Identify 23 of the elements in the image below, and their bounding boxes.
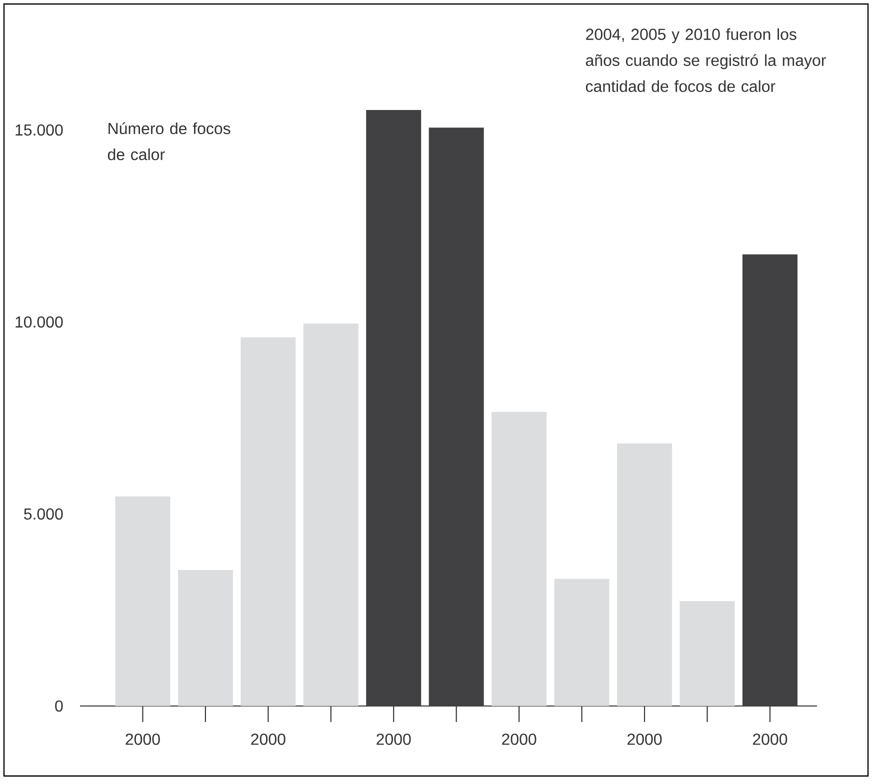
y-tick-label: 15.000 — [16, 124, 63, 136]
y-tick-label: 0 — [55, 700, 63, 712]
bar — [554, 578, 610, 706]
text: 2004, 2005 y 2010 fueron los años cuando se registró la mayor cantidad de focos de calor — [586, 28, 826, 92]
x-tick-label: 2000 — [251, 734, 286, 745]
bar — [240, 337, 296, 706]
bar — [366, 110, 422, 706]
bar — [617, 443, 672, 706]
y-tick-label: 5.000 — [24, 508, 63, 520]
bar — [680, 601, 735, 706]
y-axis-title: Número de focos de calor — [108, 122, 230, 160]
x-tick-label: 2000 — [752, 734, 788, 745]
y-tick-label: 10.000 — [16, 316, 63, 328]
bar — [303, 324, 358, 706]
bar — [178, 570, 233, 706]
x-tick-label: 2000 — [628, 734, 662, 745]
x-tick-label: 2000 — [126, 734, 160, 745]
bar — [742, 254, 798, 706]
bar — [115, 496, 170, 706]
bar — [428, 128, 484, 706]
bar — [492, 412, 547, 706]
x-tick-label: 2000 — [502, 734, 536, 745]
x-tick-label: 2000 — [376, 734, 411, 745]
